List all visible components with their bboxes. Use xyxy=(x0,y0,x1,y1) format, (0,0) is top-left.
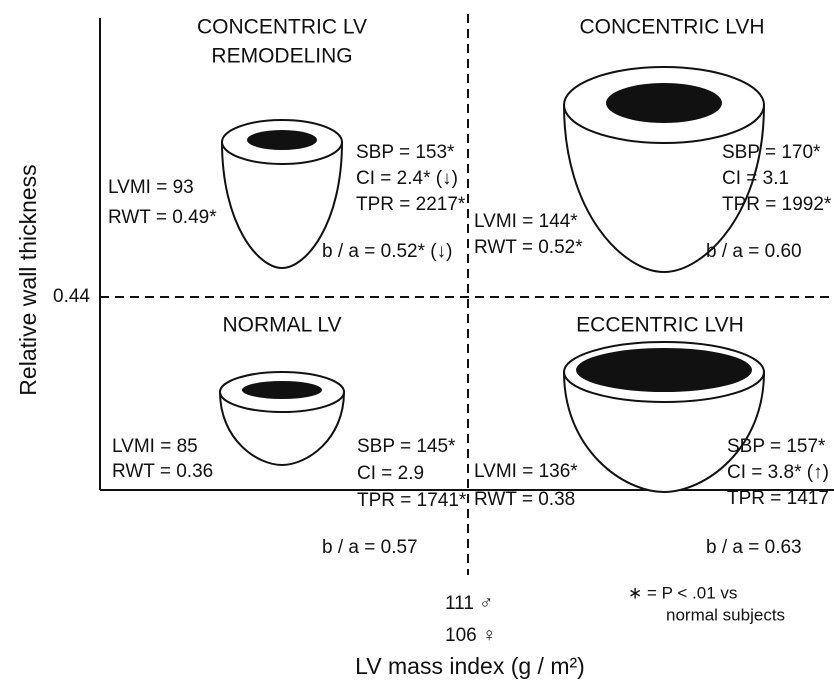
stat-left: RWT = 0.38 xyxy=(474,489,575,510)
stat-right: SBP = 170* xyxy=(722,142,821,163)
ratio: b / a = 0.60 xyxy=(706,241,802,262)
quadrant-title: CONCENTRIC LVH xyxy=(579,16,764,39)
stat-left: LVMI = 93 xyxy=(108,177,194,198)
quadrant-title: REMODELING xyxy=(211,45,352,68)
stat-right: TPR = 1992* xyxy=(722,194,832,215)
legend-line: ∗ = P < .01 vs xyxy=(628,583,737,602)
heart-cavity xyxy=(576,348,752,392)
stat-left: RWT = 0.52* xyxy=(474,237,583,258)
stat-right: TPR = 1417 xyxy=(727,488,829,509)
stat-right: TPR = 1741* xyxy=(357,490,467,511)
heart-body xyxy=(562,371,766,494)
stat-right: TPR = 2217* xyxy=(356,194,466,215)
stat-right: CI = 3.8* (↑) xyxy=(727,462,829,483)
stat-right: CI = 2.9 xyxy=(357,463,424,484)
heart-cavity xyxy=(606,83,722,123)
stat-left: LVMI = 85 xyxy=(112,436,198,457)
stat-right: CI = 3.1 xyxy=(722,168,789,189)
quadrant-title: ECCENTRIC LVH xyxy=(576,314,744,337)
heart-body xyxy=(220,141,344,270)
y-axis-label: Relative wall thickness xyxy=(15,164,41,395)
quadrant-title: NORMAL LV xyxy=(222,314,341,337)
stat-left: RWT = 0.49* xyxy=(108,207,217,228)
stat-left: LVMI = 144* xyxy=(474,211,578,232)
ratio: b / a = 0.57 xyxy=(322,537,418,558)
x-axis-label: LV mass index (g / m²) xyxy=(355,653,585,679)
stat-right: CI = 2.4* (↓) xyxy=(356,168,458,189)
stat-right: SBP = 153* xyxy=(356,142,455,163)
ratio: b / a = 0.63 xyxy=(706,537,802,558)
stat-right: SBP = 145* xyxy=(357,436,456,457)
legend-line: normal subjects xyxy=(666,605,785,624)
stat-left: LVMI = 136* xyxy=(474,461,578,482)
heart-cavity xyxy=(242,381,322,399)
threshold-y: 0.44 xyxy=(53,286,90,307)
heart-cavity xyxy=(247,130,317,150)
threshold-x: 106 ♀ xyxy=(445,625,496,646)
stat-left: RWT = 0.36 xyxy=(112,461,213,482)
ratio: b / a = 0.52* (↓) xyxy=(322,241,452,262)
heart-body xyxy=(562,104,766,274)
stat-right: SBP = 157* xyxy=(727,436,826,457)
quadrant-title: CONCENTRIC LV xyxy=(197,16,367,39)
threshold-x: 111 ♂ xyxy=(445,593,493,614)
